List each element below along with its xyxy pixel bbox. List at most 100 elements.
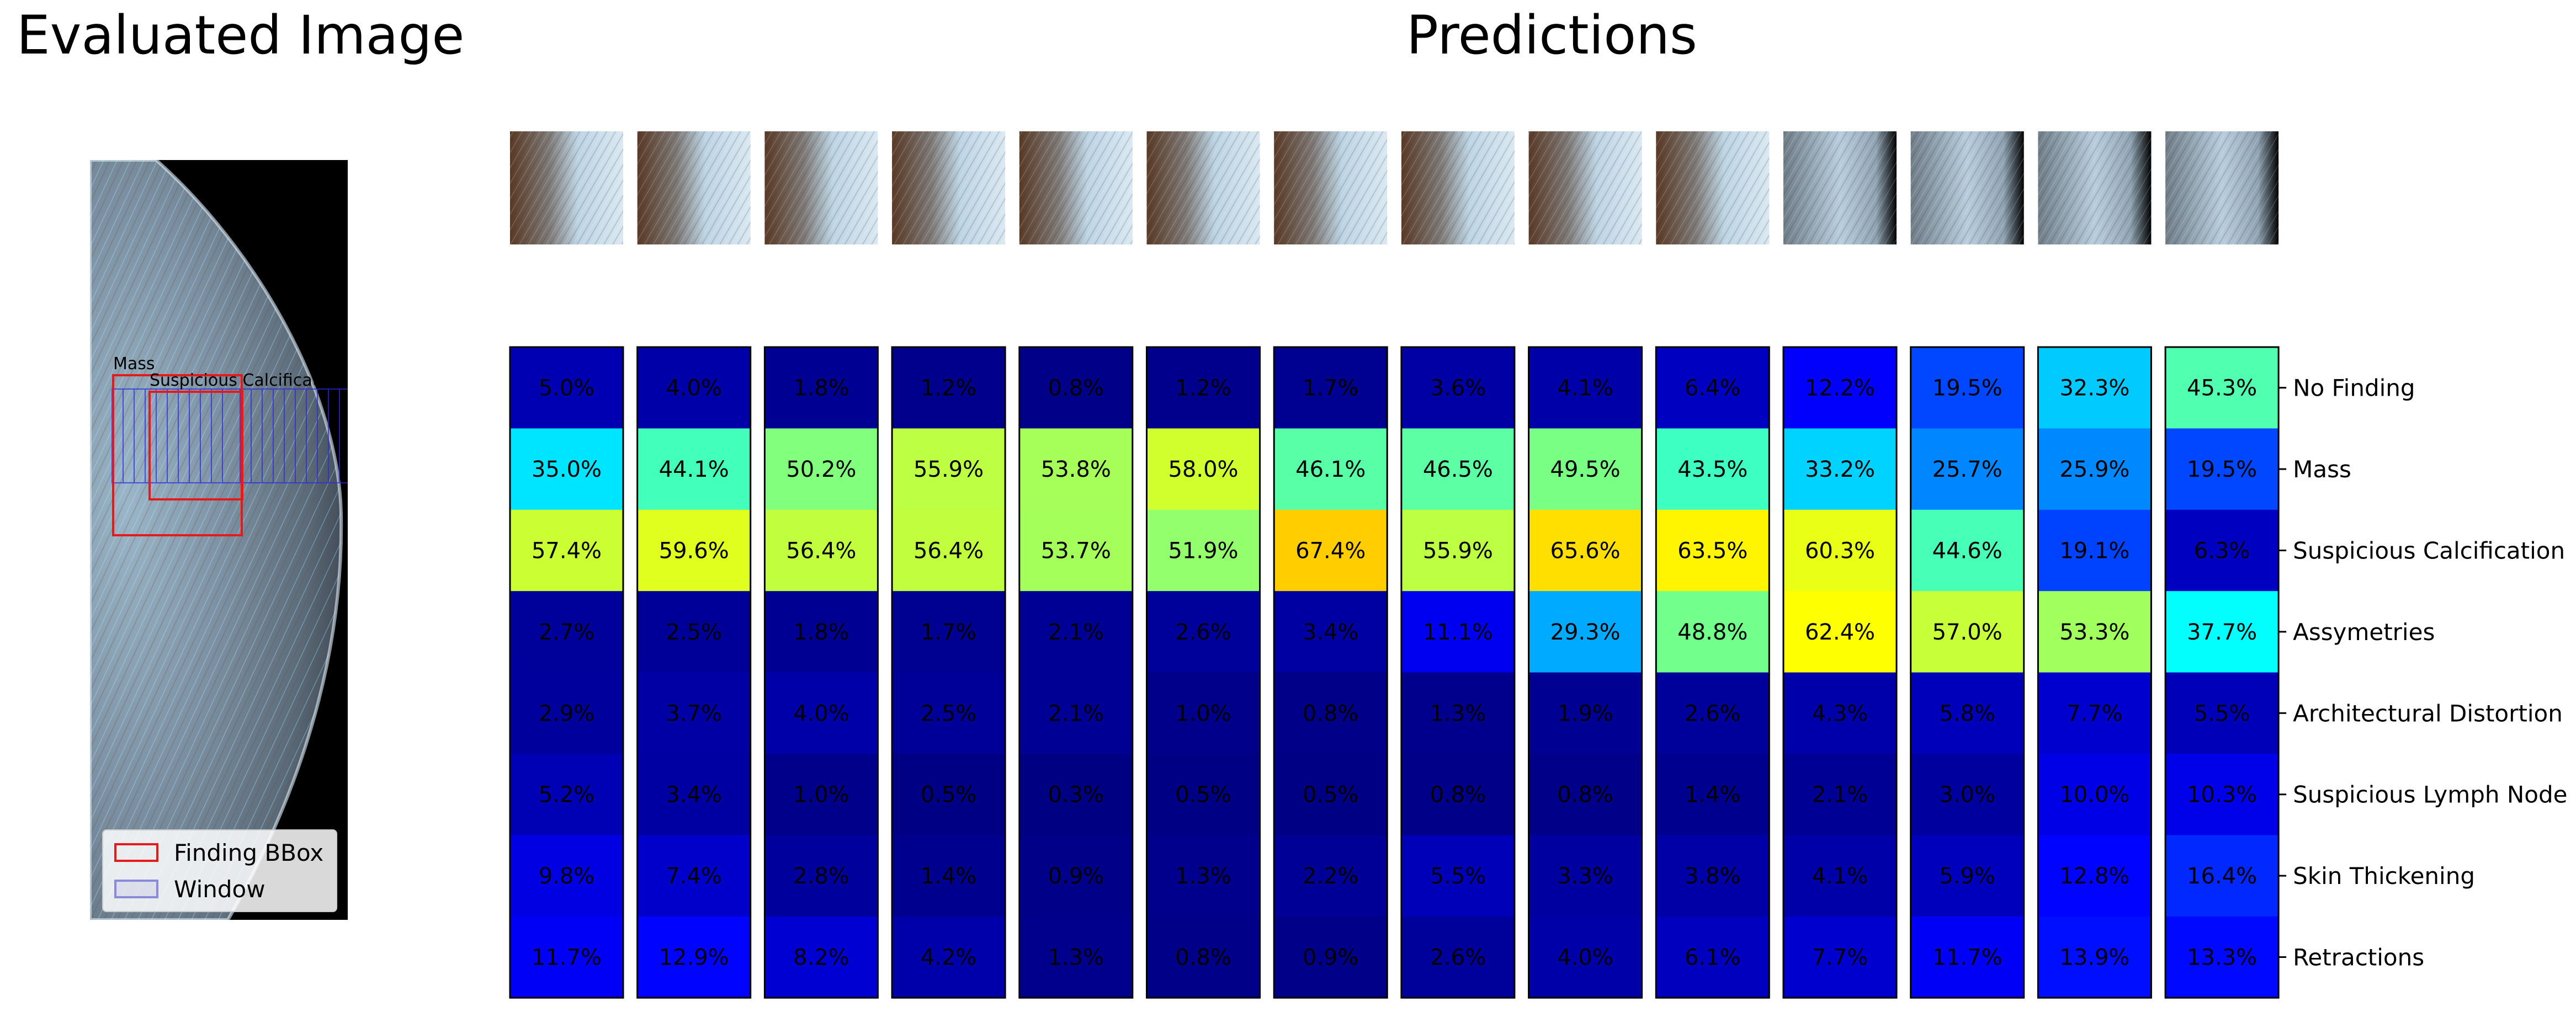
heatmap-cell [1656,754,1770,835]
cell-value-label: 11.7% [532,945,602,971]
heatmap-cell [892,916,1006,998]
row-label: Assymetries [2293,619,2435,646]
cell-value-label: 3.4% [1303,620,1359,645]
heatmap-cell [510,591,623,673]
cell-value-label: 2.6% [1175,620,1231,645]
legend-swatch-finding-bbox [114,843,158,862]
heatmap-cell [1783,509,1897,592]
heatmap-cell [637,509,751,592]
heatmap-cell [1019,754,1133,835]
heatmap-cell [1401,428,1515,510]
cell-value-label: 53.7% [1041,539,1111,564]
heatmap-cell [1146,672,1260,754]
heatmap-cell [1401,916,1515,998]
cell-value-label: 58.0% [1168,457,1238,482]
cell-value-label: 4.1% [1557,376,1613,401]
heatmap-cell [1528,347,1642,429]
heatmap-cell [1910,509,2024,592]
cell-value-label: 53.3% [2059,620,2129,645]
cell-value-label: 9.8% [539,864,595,889]
heatmap-cell [2038,672,2152,754]
heatmap-cell [2165,347,2279,429]
cell-value-label: 35.0% [532,457,602,482]
column-frame [1910,346,2025,999]
heatmap-cell [1019,428,1133,510]
cell-value-label: 62.4% [1805,620,1875,645]
heatmap-cell [764,835,878,917]
cell-value-label: 16.4% [2187,864,2257,889]
legend-swatch-window [114,880,158,898]
mammogram-image [90,160,348,920]
cell-value-label: 56.4% [913,539,984,564]
heatmap-cell [1019,591,1133,673]
cell-value-label: 1.7% [1303,376,1359,401]
cell-value-label: 6.1% [1685,945,1741,971]
cell-value-label: 4.0% [666,376,722,401]
heatmap-cell [637,916,751,998]
cell-value-label: 1.0% [1175,701,1231,726]
heatmap-cell [637,672,751,754]
cell-value-label: 2.2% [1303,864,1359,889]
heatmap-cell [1274,428,1388,510]
heatmap-cell [1401,591,1515,673]
cell-value-label: 46.5% [1423,457,1493,482]
heatmap-cell [1146,754,1260,835]
heatmap-cell [1528,428,1642,510]
cell-value-label: 65.6% [1550,539,1621,564]
row-label: Skin Thickening [2293,862,2475,890]
heatmap-cell [1146,509,1260,592]
heatmap-cell [1146,591,1260,673]
cell-value-label: 0.8% [1303,701,1359,726]
patch-texture [892,131,1006,244]
cell-value-label: 1.2% [921,376,977,401]
cell-value-label: 45.3% [2187,376,2257,401]
patch-texture [1783,131,1897,244]
heatmap-cell [1274,835,1388,917]
patch-texture [1528,131,1642,244]
cell-value-label: 4.2% [921,945,977,971]
column-frame [1782,346,1898,999]
heatmap-cell [510,428,623,510]
cell-value-label: 5.9% [1939,864,1995,889]
cell-value-label: 0.8% [1048,376,1104,401]
heatmap-cell [1910,428,2024,510]
heatmap-cell [2038,509,2152,592]
heatmap-cell [1019,509,1133,592]
cell-value-label: 53.8% [1041,457,1111,482]
cell-value-label: 0.8% [1175,945,1231,971]
cell-value-label: 13.9% [2059,945,2129,971]
cell-value-label: 13.3% [2187,945,2257,971]
cell-value-label: 12.9% [659,945,729,971]
heatmap-cell [1019,672,1133,754]
heatmap-cell [637,835,751,917]
row-label: Suspicious Lymph Node [2293,781,2567,808]
cell-value-label: 19.5% [2187,457,2257,482]
heatmap-cell [1019,916,1133,998]
heatmap-cell [2038,347,2152,429]
cell-value-label: 2.8% [793,864,849,889]
heatmap-cell [892,835,1006,917]
heatmap-cell [1656,509,1770,592]
column-frame [1146,346,1261,999]
heatmap-cell [1146,916,1260,998]
patch-texture [1019,131,1133,244]
cell-value-label: 4.1% [1812,864,1868,889]
cell-value-label: 6.3% [2194,539,2250,564]
heatmap-cell [1910,672,2024,754]
heatmap-cell [764,672,878,754]
cell-value-label: 0.8% [1430,782,1486,808]
heatmap-cell [1656,428,1770,510]
heatmap-cell [2038,428,2152,510]
heatmap-cell [1783,591,1897,673]
heatmap-cell [892,672,1006,754]
cell-value-label: 57.4% [532,539,602,564]
row-label: Mass [2293,456,2351,483]
patch-texture [637,131,751,244]
cell-value-label: 10.0% [2059,782,2129,808]
heatmap-cell [637,754,751,835]
cell-value-label: 0.5% [1303,782,1359,808]
heatmap-cell [764,591,878,673]
heatmap-cell [764,428,878,510]
heatmap-cell [1656,916,1770,998]
cell-value-label: 1.0% [793,782,849,808]
